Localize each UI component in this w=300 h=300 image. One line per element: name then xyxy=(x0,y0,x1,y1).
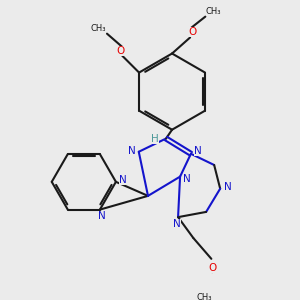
Text: CH₃: CH₃ xyxy=(196,293,212,300)
Text: N: N xyxy=(183,174,191,184)
Text: N: N xyxy=(119,175,127,185)
Text: CH₃: CH₃ xyxy=(206,7,221,16)
Text: O: O xyxy=(188,27,196,37)
Text: N: N xyxy=(128,146,136,156)
Text: N: N xyxy=(173,219,181,229)
Text: O: O xyxy=(208,263,216,273)
Text: H: H xyxy=(151,134,159,144)
Text: N: N xyxy=(194,146,202,156)
Text: O: O xyxy=(116,46,124,56)
Text: CH₃: CH₃ xyxy=(90,24,106,33)
Text: N: N xyxy=(224,182,231,192)
Text: N: N xyxy=(98,212,105,221)
